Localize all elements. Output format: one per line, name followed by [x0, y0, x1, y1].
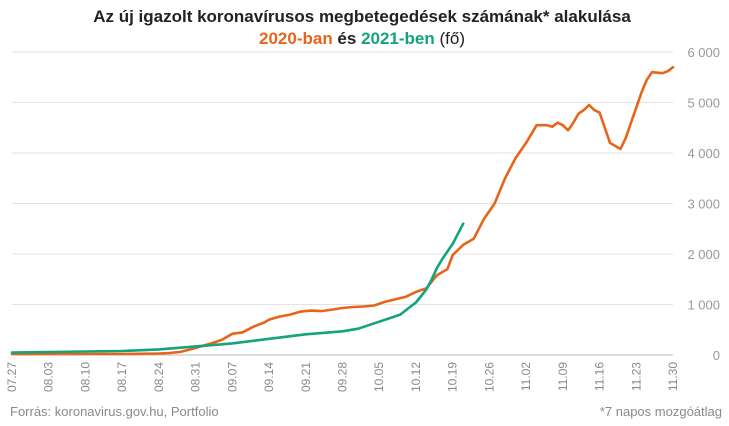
chart-title: Az új igazolt koronavírusos megbetegedés… — [93, 7, 631, 26]
gridlines — [12, 51, 673, 356]
x-tick-label: 08.17 — [115, 362, 129, 392]
x-tick-label: 11.30 — [666, 362, 680, 391]
legend-2020: 2020-ban — [259, 29, 333, 48]
x-tick-label: 08.10 — [78, 362, 92, 392]
y-tick-label: 2 000 — [687, 247, 720, 262]
series-line-2021-ben — [10, 222, 465, 354]
y-axis-ticks: 0 1 000 2 000 3 000 4 000 5 000 6 000 — [687, 45, 720, 363]
y-tick-label: 4 000 — [687, 146, 720, 161]
x-tick-label: 10.19 — [446, 362, 460, 392]
x-tick-label: 09.21 — [299, 362, 313, 392]
x-tick-label: 11.09 — [556, 362, 570, 391]
x-axis-ticks: 07.27 08.03 08.10 08.17 08.24 08.31 09.07 09.14… — [5, 362, 680, 392]
x-tick-label: 08.31 — [189, 362, 203, 392]
subtitle-unit: (fő) — [435, 29, 465, 48]
x-tick-label: 09.07 — [225, 362, 239, 392]
x-tick-label: 08.24 — [152, 362, 166, 392]
x-tick-label: 10.05 — [372, 362, 386, 392]
y-tick-label: 6 000 — [687, 45, 720, 60]
x-tick-label: 09.14 — [262, 362, 276, 392]
x-tick-label: 07.27 — [5, 362, 19, 392]
y-tick-label: 1 000 — [687, 298, 720, 313]
x-tick-label: 11.16 — [593, 362, 607, 391]
x-tick-label: 11.23 — [629, 362, 643, 391]
source-note: Forrás: koronavirus.gov.hu, Portfolio — [10, 404, 219, 419]
footnote: *7 napos mozgóátlag — [600, 404, 722, 419]
y-tick-label: 0 — [713, 348, 720, 363]
series-line-2020-ban — [10, 65, 675, 356]
y-tick-label: 3 000 — [687, 197, 720, 212]
x-tick-label: 10.26 — [482, 362, 496, 392]
x-tick-label: 09.28 — [336, 362, 350, 392]
subtitle-conjunction: és — [333, 29, 361, 48]
legend-2021: 2021-ben — [361, 29, 435, 48]
series-lines — [10, 65, 675, 356]
x-tick-label: 11.02 — [519, 362, 533, 391]
y-tick-label: 5 000 — [687, 96, 720, 111]
chart-subtitle: 2020-ban és 2021-ben (fő) — [259, 29, 465, 48]
x-tick-label: 10.12 — [409, 362, 423, 392]
x-tick-label: 08.03 — [42, 362, 56, 392]
